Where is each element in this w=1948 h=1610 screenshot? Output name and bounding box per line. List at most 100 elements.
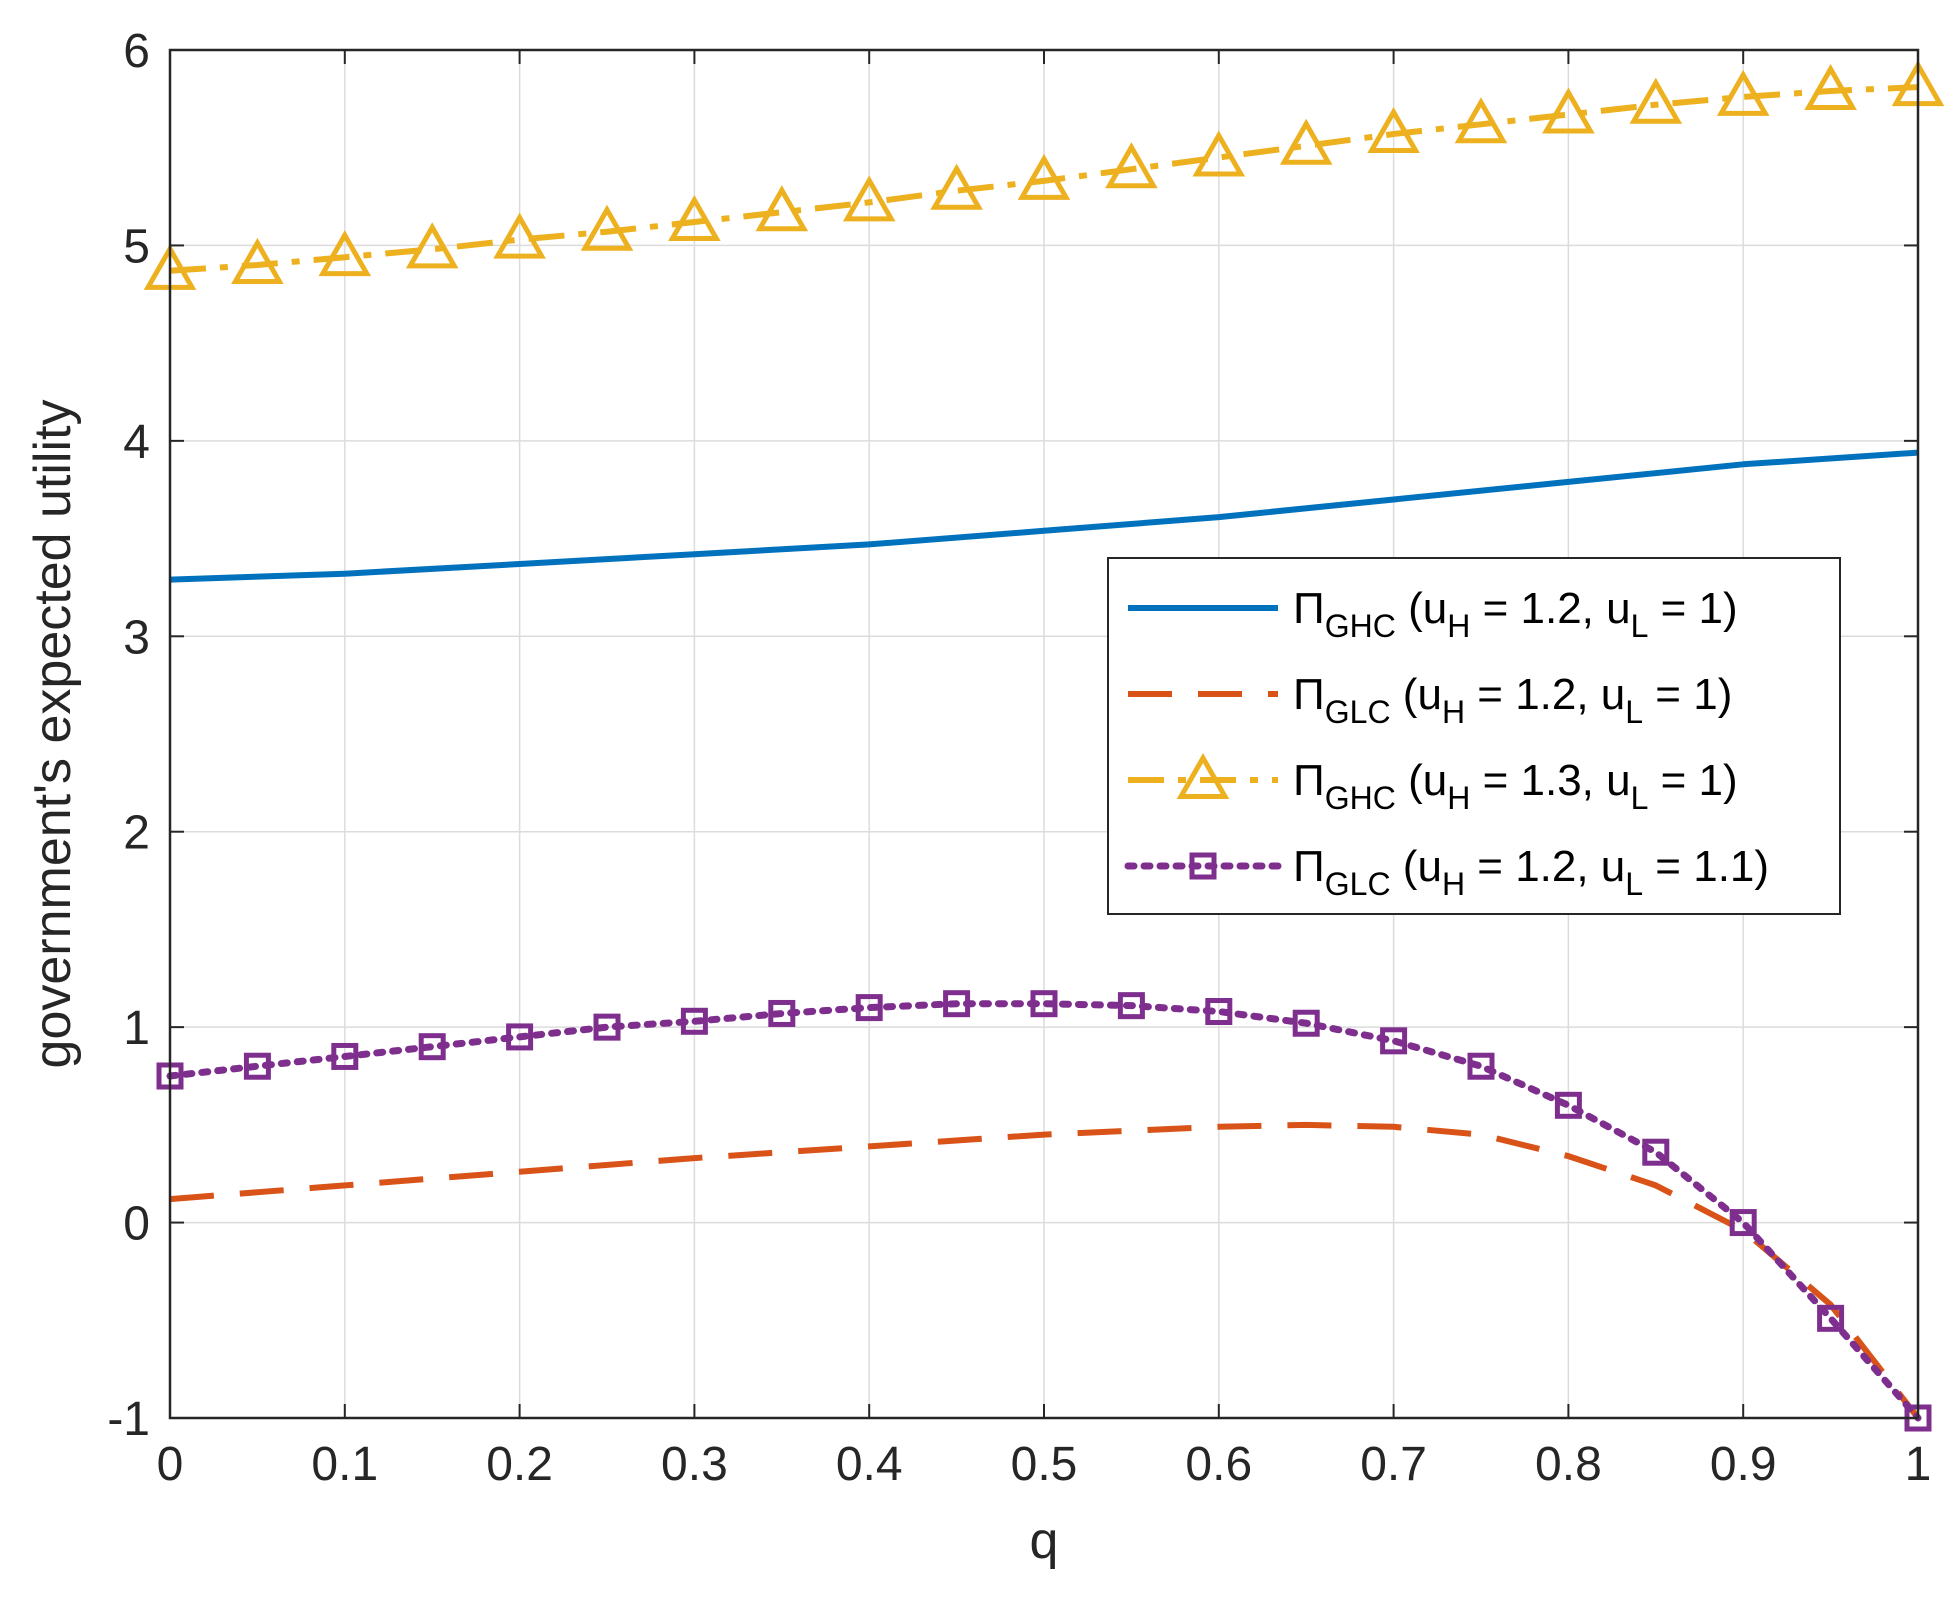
legend-entry-3: ΠGHC (uH = 1.3, uL = 1) <box>1128 752 1738 816</box>
legend-label-text: (u <box>1391 670 1442 719</box>
legend-label-text: = 1.1) <box>1643 842 1769 891</box>
series-point-marker-triangle <box>755 185 809 232</box>
legend-box <box>1107 557 1841 915</box>
legend-label-text: = 1) <box>1648 584 1737 633</box>
legend-label-subscript: L <box>1631 780 1649 816</box>
series-point-marker-square <box>331 1042 359 1070</box>
legend-label-subscript: H <box>1447 608 1470 644</box>
legend: ΠGHC (uH = 1.2, uL = 1)ΠGLC (uH = 1.2, u… <box>1107 557 1841 915</box>
legend-label-text: = 1) <box>1648 756 1737 805</box>
x-tick-label: 1 <box>1905 1438 1932 1491</box>
series-point-marker-square <box>855 994 883 1022</box>
legend-label-text: = 1) <box>1643 670 1732 719</box>
legend-label: ΠGHC (uH = 1.2, uL = 1) <box>1293 584 1738 644</box>
legend-label-text: = 1.3, u <box>1470 756 1630 805</box>
series-line <box>169 84 1919 274</box>
legend-label-text: (u <box>1396 756 1447 805</box>
series-point-marker-triangle <box>231 237 284 284</box>
y-tick-label: 5 <box>123 220 150 273</box>
legend-label-subscript: H <box>1447 780 1470 816</box>
series-point-marker-triangle <box>1176 752 1230 799</box>
y-tick-label: -1 <box>107 1393 150 1446</box>
legend-label-text: Π <box>1293 842 1325 891</box>
legend-label-subscript: GLC <box>1325 694 1391 730</box>
legend-label-text: = 1.2, u <box>1465 842 1625 891</box>
series-point-marker-triangle <box>1629 77 1683 124</box>
x-tick-label: 0.7 <box>1360 1438 1427 1491</box>
x-tick-label: 0 <box>157 1438 184 1491</box>
x-tick-label: 0.3 <box>661 1438 728 1491</box>
legend-entry-2: ΠGLC (uH = 1.2, uL = 1) <box>1128 670 1732 730</box>
legend-label-text: (u <box>1391 842 1442 891</box>
series-point-marker-square <box>593 1013 621 1041</box>
y-axis-label: government's expected utility <box>24 400 82 1069</box>
series-point-marker-square <box>1380 1027 1408 1055</box>
series-3 <box>143 60 1945 290</box>
y-tick-label: 1 <box>123 1002 150 1055</box>
x-tick-label: 0.6 <box>1185 1438 1252 1491</box>
y-tick-label: 6 <box>123 25 150 78</box>
series-point-marker-square <box>943 990 971 1018</box>
x-tick-label: 0.2 <box>486 1438 553 1491</box>
series-line <box>169 449 1919 583</box>
series-point-marker-square <box>768 999 796 1027</box>
series-point-marker-square <box>1189 852 1217 880</box>
series-point-marker-square <box>1030 990 1058 1018</box>
x-tick-label: 0.5 <box>1011 1438 1078 1491</box>
series-point-marker-square <box>1729 1209 1757 1237</box>
y-tick-label: 0 <box>123 1198 150 1251</box>
series-point-marker-triangle <box>318 230 372 277</box>
series-point-marker-square <box>1642 1138 1670 1166</box>
legend-entry-1: ΠGHC (uH = 1.2, uL = 1) <box>1128 584 1738 644</box>
legend-label: ΠGHC (uH = 1.3, uL = 1) <box>1293 756 1738 816</box>
x-axis-label: q <box>1030 1512 1059 1570</box>
series-line <box>166 1000 1922 1422</box>
series-point-marker-square <box>1205 998 1233 1026</box>
series-point-marker-square <box>506 1023 534 1051</box>
series-point-marker-triangle <box>1105 142 1158 189</box>
series-point-marker-triangle <box>842 175 896 222</box>
series-point-marker-triangle <box>580 204 634 251</box>
series-point-marker-triangle <box>1192 130 1246 177</box>
x-tick-label: 0.8 <box>1535 1438 1602 1491</box>
legend-label: ΠGLC (uH = 1.2, uL = 1) <box>1293 670 1732 730</box>
series-point-marker-square <box>1467 1052 1495 1080</box>
legend-label-text: Π <box>1293 670 1325 719</box>
series-point-marker-triangle <box>1279 118 1333 165</box>
series-point-marker-triangle <box>1804 64 1857 111</box>
series-point-marker-triangle <box>1017 153 1071 200</box>
series-point-marker-triangle <box>930 163 983 210</box>
series-point-marker-square <box>680 1007 708 1035</box>
legend-label-subscript: L <box>1625 694 1643 730</box>
legend-entry-4: ΠGLC (uH = 1.2, uL = 1.1) <box>1124 842 1769 902</box>
series-point-marker-triangle <box>493 212 546 259</box>
legend-label-text: = 1.2, u <box>1470 584 1630 633</box>
series-point-marker-square <box>418 1033 446 1061</box>
series-point-marker-triangle <box>1454 97 1508 144</box>
series-point-marker-square <box>1117 992 1145 1020</box>
legend-label-subscript: L <box>1631 608 1649 644</box>
series-1 <box>169 449 1919 583</box>
series-point-marker-triangle <box>1367 106 1420 154</box>
series-line <box>169 1121 1921 1420</box>
series-point-marker-square <box>1554 1091 1582 1119</box>
series-point-marker-triangle <box>1716 69 1770 116</box>
legend-label-subscript: H <box>1442 866 1465 902</box>
series-2 <box>169 1121 1921 1420</box>
series-point-marker-triangle <box>668 194 721 241</box>
series-point-marker-square <box>1817 1304 1845 1332</box>
series-group <box>143 60 1945 1432</box>
legend-label-text: (u <box>1396 584 1447 633</box>
legend-label-subscript: GHC <box>1325 780 1396 816</box>
legend-label-subscript: GLC <box>1325 866 1391 902</box>
series-point-marker-square <box>243 1052 271 1080</box>
x-tick-label: 0.1 <box>311 1438 378 1491</box>
x-tick-label: 0.4 <box>836 1438 903 1491</box>
legend-label-subscript: L <box>1625 866 1643 902</box>
series-point-marker-triangle <box>1542 87 1595 134</box>
y-tick-label: 3 <box>123 611 150 664</box>
legend-label-text: = 1.2, u <box>1465 670 1625 719</box>
legend-label-subscript: H <box>1442 694 1465 730</box>
